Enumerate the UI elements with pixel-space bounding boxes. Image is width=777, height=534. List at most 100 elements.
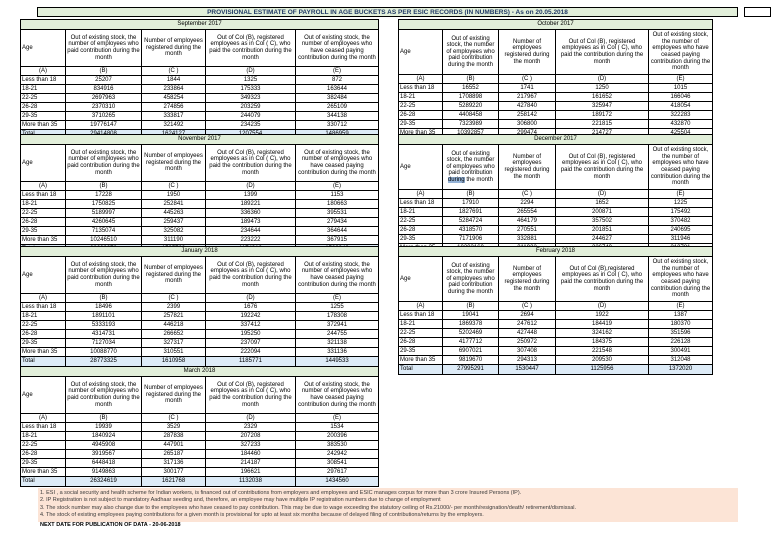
age-label: 26-28 [20,217,66,227]
age-label: Less than 18 [398,83,443,93]
cell-d: 1250 [555,83,649,93]
cell-c: 321492 [141,120,206,130]
cell-d: 200871 [555,207,649,217]
cell-b: 3710265 [65,111,142,121]
cell-c: 265554 [498,207,556,217]
col-header-d: Out of Col (B), registered employees as … [205,29,296,67]
cell-d: 324162 [555,328,649,338]
total-b: 27995291 [442,364,499,375]
cell-b: 6448418 [65,458,142,468]
cell-d: 336360 [205,208,296,218]
cell-c: 327317 [141,338,206,348]
cell-d: 244079 [205,111,296,121]
cell-b: 4314731 [65,329,142,339]
cell-b: 1840924 [65,431,142,441]
cell-b: 4318570 [442,225,499,235]
month-table-december-2017: December 2017 Age Out of existing stock, t… [398,134,713,263]
age-label: More than 35 [20,347,66,357]
col-header-b: Out of existing stock, the number of emp… [442,256,499,302]
age-label: More than 35 [20,467,66,477]
table-row: 22-25 5289220 427840 325947 418054 [398,101,713,111]
cell-d: 221815 [555,119,649,129]
cell-d: 1676 [205,302,296,312]
col-letter-e: (E) [295,66,379,76]
table-row: 26-28 4314731 266652 195250 244755 [20,329,379,339]
table-row: Less than 18 16552 1741 1250 1015 [398,83,713,93]
cell-d: 2329 [205,422,296,432]
col-letter-b: (B) [65,181,142,191]
cell-b: 1750825 [65,199,142,209]
col-header-c: Number of employees registered during th… [141,256,206,294]
col-header-d: Out of Col (B), registered employees as … [205,376,296,414]
age-label: 29-35 [398,119,443,129]
table-row: Less than 18 17228 1950 1399 1153 [20,190,379,200]
col-header-age: Age [398,144,443,190]
age-label: 26-28 [398,110,443,120]
cell-b: 19041 [442,310,499,320]
col-header-age: Age [398,29,443,75]
total-d: 1125956 [555,364,649,375]
col-header-age: Age [398,256,443,302]
month-header: September 2017 [20,19,379,30]
month-header: December 2017 [398,134,713,145]
cell-c: 427840 [498,101,556,111]
cell-d: 325947 [555,101,649,111]
cell-e: 330712 [295,120,379,130]
cell-b: 1708898 [442,92,499,102]
age-label: Less than 18 [398,310,443,320]
total-row: Total 26324619 1621768 1132038 1434560 [20,476,379,487]
cell-b: 6907021 [442,346,499,356]
next-date-line: NEXT DATE FOR PUBLICATION OF DATA - 20-0… [40,522,181,528]
table-row: 18-21 834916 233864 175333 163644 [20,84,379,94]
cell-d: 1652 [555,198,649,208]
col-header-e: Out of existing stock, the number of emp… [648,256,713,302]
month-header: November 2017 [20,134,379,145]
cell-c: 274856 [141,102,206,112]
col-letter-c: (C ) [141,293,206,303]
cell-d: 234644 [205,226,296,236]
table-row: 18-21 1827691 265554 200871 175492 [398,207,713,217]
cell-b: 5284724 [442,216,499,226]
col-letter-b: (B) [442,301,499,311]
cell-b: 5333193 [65,320,142,330]
age-label: Less than 18 [20,422,66,432]
col-letter-c: (C ) [141,66,206,76]
cell-c: 252841 [141,199,206,209]
table-row: 22-25 5333193 446218 337412 372941 [20,320,379,330]
month-header: February 2018 [398,246,713,257]
table-row: 29-35 7323989 306800 221815 432870 [398,119,713,129]
month-header: October 2017 [398,19,713,30]
table-row: 26-28 2370310 274856 203259 265109 [20,102,379,112]
col-letter-d: (D) [205,293,296,303]
total-row: Total 27995291 1530447 1125956 1372020 [398,364,713,375]
cell-c: 287838 [141,431,206,441]
table-row: More than 35 10246510 311190 223222 367915 [20,235,379,245]
total-c: 1621768 [141,476,206,487]
col-header-b: Out of existing stock, the number of emp… [65,256,142,294]
col-header-e: Out of existing stock, the number of emp… [295,376,379,414]
col-letter-e: (E) [648,74,713,84]
cell-e: 383530 [295,440,379,450]
col-header-age: Age [20,144,66,182]
total-label: Total [398,364,443,375]
month-table-january-2018: January 2018 Age Out of existing stock, th… [20,246,379,367]
col-letter-b: (B) [65,413,142,423]
cell-c: 332881 [498,234,556,244]
cell-d: 189473 [205,217,296,227]
age-label: 22-25 [20,93,66,103]
cell-e: 364644 [295,226,379,236]
cell-e: 163644 [295,84,379,94]
cell-d: 189172 [555,110,649,120]
table-row: 29-35 7135074 325082 234644 364644 [20,226,379,236]
cell-c: 247612 [498,319,556,329]
cell-c: 445263 [141,208,206,218]
cell-c: 265187 [141,449,206,459]
table-row: 26-28 3919567 265187 184460 242942 [20,449,379,459]
cell-e: 1015 [648,83,713,93]
cell-d: 337412 [205,320,296,330]
age-label: Less than 18 [20,190,66,200]
cell-c: 333817 [141,111,206,121]
cell-b: 7135074 [65,226,142,236]
cell-b: 9819670 [442,355,499,365]
cell-e: 297617 [295,467,379,477]
